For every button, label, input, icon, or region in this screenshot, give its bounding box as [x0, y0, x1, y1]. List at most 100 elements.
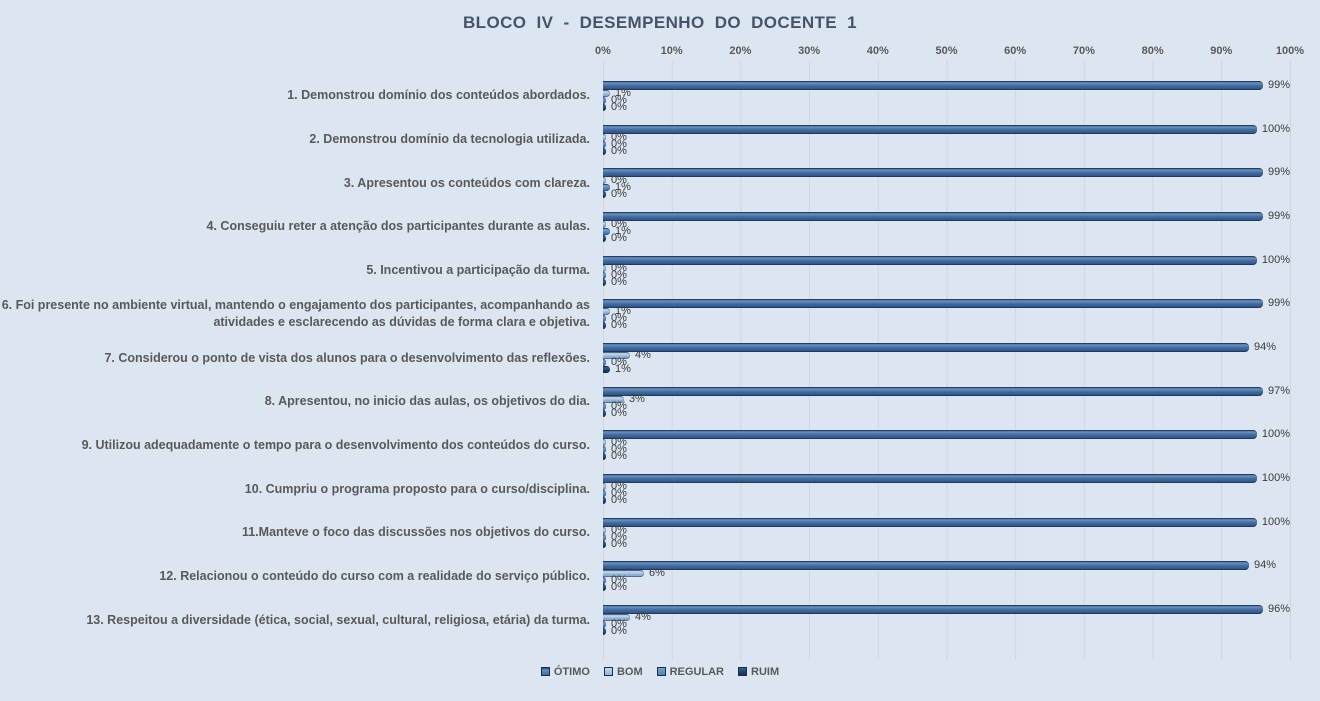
bar-group: 99% 1% 0% 0%: [603, 79, 1290, 113]
category-label: 13. Respeitou a diversidade (ética, soci…: [86, 612, 590, 627]
bar-ótimo: [603, 80, 1263, 90]
bar-line: 99%: [603, 297, 1290, 310]
bar-line: 0%: [603, 488, 1290, 499]
x-axis-tick-label: 80%: [1141, 45, 1164, 57]
bar-group: 94% 6% 0% 0%: [603, 559, 1290, 594]
x-axis-tick-label: 30%: [798, 45, 821, 57]
bar-line: 0%: [603, 619, 1290, 630]
bar-ruim: [603, 497, 606, 505]
value-label: 0%: [611, 355, 627, 368]
value-label: 100%: [1261, 472, 1290, 485]
bar-line: 0%: [603, 319, 1290, 332]
bar-ruim: [603, 278, 606, 286]
legend-label: RUIM: [751, 665, 780, 678]
bar-bom: [603, 89, 610, 97]
bar-group: 100% 0% 0% 0%: [603, 516, 1290, 549]
bar-line: 97%: [603, 384, 1290, 397]
value-label: 0%: [611, 523, 627, 536]
value-label: 0%: [611, 625, 627, 638]
legend-label: REGULAR: [669, 665, 724, 678]
x-axis-tick-label: 50%: [935, 45, 958, 57]
bar-bom: [603, 308, 610, 316]
bar-regular: [603, 446, 606, 454]
bar-ruim: [603, 147, 606, 155]
legend: ÓTIMO BOM REGULAR RUIM: [0, 664, 1320, 680]
bar-bom: [603, 439, 606, 447]
bar-line: 0%: [603, 130, 1290, 143]
value-label: 97%: [1267, 384, 1290, 397]
category-row: 8. Apresentou, no inicio das aulas, os o…: [0, 380, 1320, 424]
category-label: 8. Apresentou, no inicio das aulas, os o…: [264, 394, 590, 409]
value-label: 1%: [615, 362, 631, 375]
bar-line: 100%: [603, 429, 1290, 440]
bar-line: 4%: [603, 611, 1290, 624]
x-axis-tick-label: 40%: [866, 45, 889, 57]
bar-line: 1%: [603, 182, 1290, 193]
chart-title: BLOCO IV - DESEMPENHO DO DOCENTE 1: [462, 13, 858, 32]
bar-bom: [603, 177, 606, 185]
value-label: 100%: [1261, 253, 1290, 266]
bar-line: 100%: [603, 472, 1290, 485]
bar-group: 100% 0% 0% 0%: [603, 429, 1290, 463]
value-label: 0%: [611, 217, 627, 230]
legend-item-bom: BOM: [603, 666, 643, 678]
category-label: 9. Utilizou adequadamente o tempo para o…: [81, 437, 590, 452]
category-label: 5. Incentivou a participação da turma.: [366, 263, 590, 278]
value-label: 6%: [649, 567, 665, 580]
bar-line: 0%: [603, 538, 1290, 549]
legend-swatch-icon: [656, 667, 666, 677]
bar-line: 0%: [603, 400, 1290, 411]
category-label: 11.Manteve o foco das discussões nos obj…: [241, 525, 590, 540]
category-label: 1. Demonstrou domínio dos conteúdos abor…: [287, 88, 590, 103]
bar-line: 94%: [603, 559, 1290, 572]
value-label: 99%: [1267, 297, 1290, 310]
value-label: 0%: [611, 443, 627, 456]
value-label: 0%: [611, 581, 627, 594]
bar-bom: [603, 395, 624, 403]
bar-line: 99%: [603, 210, 1290, 221]
bar-bom: [603, 351, 630, 359]
bar-line: 0%: [603, 232, 1290, 243]
legend-swatch-icon: [603, 667, 613, 677]
bar-chart: BLOCO IV - DESEMPENHO DO DOCENTE 1 0% 10%…: [0, 13, 1320, 701]
bar-regular: [603, 621, 606, 629]
bar-ótimo: [603, 124, 1257, 134]
bar-bom: [603, 220, 606, 228]
bar-line: 99%: [603, 166, 1290, 179]
bar-group: 99% 0% 1% 0%: [603, 210, 1290, 243]
value-label: 0%: [611, 100, 627, 113]
bar-ruim: [603, 365, 610, 373]
category-label: 7. Considerou o ponto de vista dos aluno…: [104, 350, 590, 365]
bar-ruim: [603, 628, 606, 636]
bar-bom: [603, 264, 606, 272]
bar-ótimo: [603, 211, 1263, 221]
category-row: 11.Manteve o foco das discussões nos obj…: [0, 511, 1320, 555]
category-row: 3. Apresentou os conteúdos com clareza. 9…: [0, 161, 1320, 205]
value-label: 0%: [611, 130, 627, 143]
bar-bom: [603, 570, 644, 578]
value-label: 0%: [611, 275, 627, 288]
bar-line: 0%: [603, 269, 1290, 280]
value-label: 99%: [1267, 166, 1290, 179]
legend-item-ruim: RUIM: [738, 666, 779, 678]
bar-ótimo: [603, 168, 1263, 178]
bar-line: 94%: [603, 341, 1290, 352]
x-axis-tick-label: 100%: [1275, 45, 1305, 57]
value-label: 4%: [635, 611, 651, 624]
value-label: 94%: [1254, 559, 1277, 572]
x-axis-tick-label: 70%: [1072, 45, 1095, 57]
value-label: 0%: [611, 450, 627, 463]
bar-line: 0%: [603, 523, 1290, 536]
value-label: 0%: [611, 480, 627, 493]
bar-ótimo: [603, 255, 1257, 265]
value-label: 3%: [629, 392, 645, 405]
bar-ruim: [603, 322, 606, 330]
value-label: 0%: [611, 319, 627, 332]
category-row: 9. Utilizou adequadamente o tempo para o…: [0, 424, 1320, 468]
bar-group: 94% 4% 0% 1%: [603, 341, 1290, 375]
bar-line: 0%: [603, 313, 1290, 324]
value-label: 4%: [635, 348, 651, 361]
bar-regular: [603, 315, 606, 323]
bar-regular: [603, 140, 606, 148]
value-label: 0%: [611, 144, 627, 157]
